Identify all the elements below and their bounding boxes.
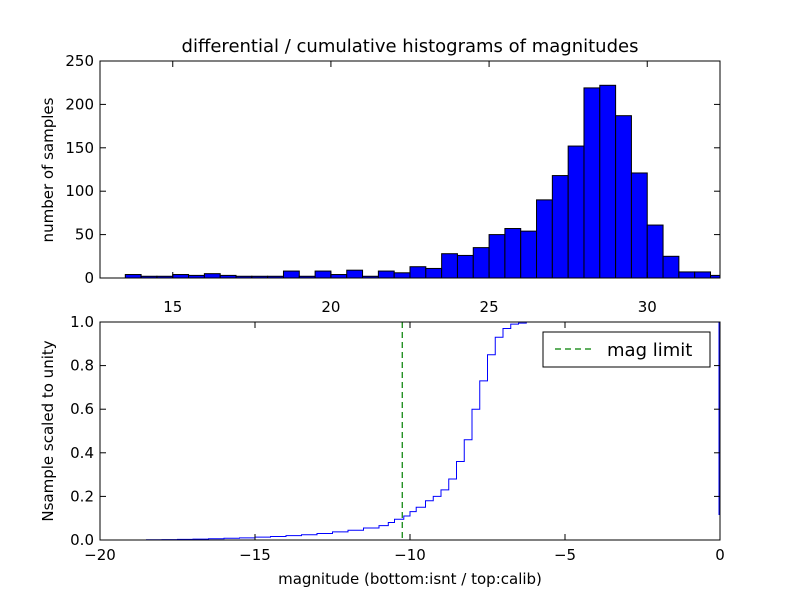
histogram-bars bbox=[124, 84, 721, 279]
histogram-bar bbox=[615, 115, 632, 279]
cumulative-y-tick-label: 0.4 bbox=[70, 444, 94, 462]
cumulative-x-tick-label: −15 bbox=[239, 546, 271, 564]
histogram-bar bbox=[599, 84, 617, 279]
histogram-bar bbox=[393, 272, 411, 279]
cumulative-y-tick-label: 0.8 bbox=[70, 357, 94, 375]
cumulative-y-axis-label: Nsample scaled to unity bbox=[39, 340, 57, 521]
histogram-y-tick-label: 150 bbox=[65, 139, 94, 157]
chart-title: differential / cumulative histograms of … bbox=[182, 36, 639, 57]
histogram-bar bbox=[346, 269, 364, 279]
cumulative-x-tick-label: 0 bbox=[715, 546, 725, 564]
histogram-bar bbox=[551, 175, 569, 279]
histogram-bar bbox=[520, 230, 538, 279]
histogram-bar bbox=[203, 273, 221, 279]
cumulative-y-tick-label: 0.0 bbox=[70, 531, 94, 549]
histogram-bar bbox=[377, 270, 395, 279]
cumulative-x-axis-label: magnitude (bottom:isnt / top:calib) bbox=[278, 570, 542, 588]
cumulative-y-tick-label: 1.0 bbox=[70, 313, 94, 331]
cumulative-chart: 0.0 0.2 0.4 0.6 0.8 1.0 −20 −15 −10 −5 0 magnitude… bbox=[39, 313, 725, 588]
histogram-bar bbox=[694, 271, 712, 279]
histogram-bar bbox=[456, 254, 474, 279]
histogram-y-tick-label: 250 bbox=[65, 52, 94, 70]
histogram-ticks: 0 50 100 150 200 250 15 20 25 30 bbox=[65, 52, 720, 316]
histogram-y-tick-label: 100 bbox=[65, 182, 94, 200]
cumulative-x-tick-label: −20 bbox=[84, 546, 116, 564]
histogram-bar bbox=[646, 224, 664, 279]
histogram-x-tick-label: 30 bbox=[638, 298, 657, 316]
histogram-bar bbox=[678, 271, 696, 279]
histogram-bar bbox=[488, 234, 506, 279]
legend: mag limit bbox=[542, 331, 711, 368]
histogram-bar bbox=[662, 255, 680, 279]
histogram-bar bbox=[583, 87, 601, 279]
cumulative-y-tick-label: 0.2 bbox=[70, 487, 94, 505]
legend-mag-limit-label: mag limit bbox=[607, 340, 692, 361]
cumulative-ticks: 0.0 0.2 0.4 0.6 0.8 1.0 −20 −15 −10 −5 0 bbox=[70, 313, 725, 564]
cumulative-x-tick-label: −10 bbox=[394, 546, 426, 564]
histogram-bar bbox=[282, 270, 300, 279]
histogram-y-tick-label: 200 bbox=[65, 95, 94, 113]
histogram-bar bbox=[409, 266, 427, 279]
histogram-bar bbox=[630, 172, 648, 279]
histogram-bar bbox=[425, 267, 443, 279]
histogram-bar bbox=[567, 145, 585, 279]
histogram-bar bbox=[314, 270, 332, 279]
histogram-bar bbox=[172, 274, 190, 279]
histogram-bar bbox=[124, 274, 142, 279]
histogram-chart: differential / cumulative histograms of … bbox=[39, 36, 721, 316]
cumulative-series-line bbox=[100, 321, 719, 541]
cumulative-x-tick-label: −5 bbox=[554, 546, 576, 564]
histogram-x-tick-label: 20 bbox=[321, 298, 340, 316]
histogram-x-tick-label: 25 bbox=[480, 298, 499, 316]
histogram-y-tick-label: 50 bbox=[75, 226, 94, 244]
histogram-y-axis-label: number of samples bbox=[39, 97, 57, 242]
histogram-y-tick-label: 0 bbox=[84, 269, 94, 287]
histogram-bar bbox=[472, 247, 490, 279]
histogram-bar bbox=[536, 199, 553, 279]
histogram-bar bbox=[441, 253, 458, 279]
cumulative-y-tick-label: 0.6 bbox=[70, 400, 94, 418]
histogram-bar bbox=[504, 228, 522, 279]
cumulative-plot bbox=[100, 321, 720, 541]
histogram-x-tick-label: 15 bbox=[163, 298, 182, 316]
histogram-bar bbox=[330, 274, 348, 279]
histogram-frame bbox=[99, 60, 721, 279]
